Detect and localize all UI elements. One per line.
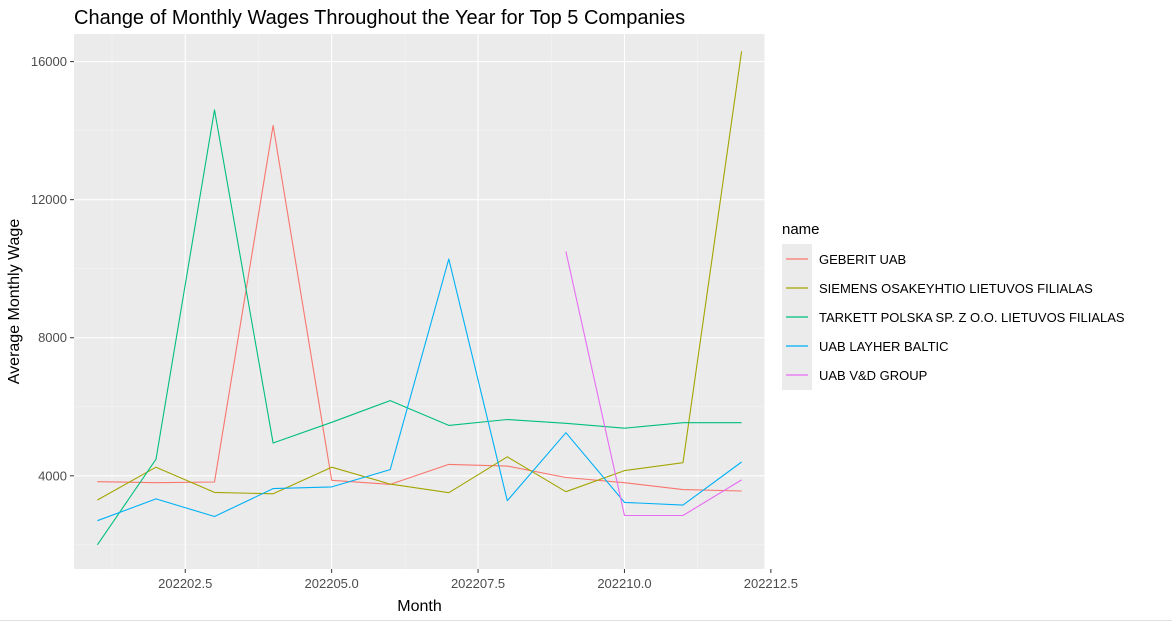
- series-line-3: [96, 109, 742, 546]
- bottom-divider: [0, 620, 1172, 621]
- series-line-2: [97, 51, 743, 501]
- legend-label: SIEMENS OSAKEYHTIO LIETUVOS FILIALAS: [819, 281, 1093, 296]
- series-line-1: [97, 124, 742, 492]
- legend-label: UAB V&D GROUP: [819, 368, 927, 383]
- x-tick-label: 202205.0: [305, 576, 359, 591]
- legend-title: name: [782, 221, 820, 238]
- legend-label: TARKETT POLSKA SP. Z O.O. LIETUVOS FILIA…: [819, 310, 1125, 325]
- series-line-4: [97, 258, 742, 522]
- series-line-5: [565, 251, 742, 517]
- x-tick-label: 202202.5: [158, 576, 212, 591]
- y-tick-label: 8000: [38, 330, 67, 345]
- legend: name GEBERIT UAB SIEMENS OSAKEYHTIO LIETU…: [782, 221, 1125, 390]
- x-tick-label: 202212.5: [744, 576, 798, 591]
- legend-label: GEBERIT UAB: [819, 252, 906, 267]
- x-tick-label: 202207.5: [451, 576, 505, 591]
- y-tick-label: 12000: [31, 192, 67, 207]
- y-tick-label: 4000: [38, 468, 67, 483]
- y-axis-title: Average Monthly Wage: [6, 219, 23, 385]
- chart-title: Change of Monthly Wages Throughout the Y…: [74, 7, 685, 29]
- plot-panel: [74, 34, 765, 569]
- series-lines: [96, 51, 743, 546]
- axes: 202202.5 202205.0 202207.5 202210.0 202212.5…: [31, 54, 798, 591]
- y-tick-label: 16000: [31, 54, 67, 69]
- legend-label: UAB LAYHER BALTIC: [819, 339, 949, 354]
- x-axis-title: Month: [397, 598, 441, 615]
- x-tick-label: 202210.0: [597, 576, 651, 591]
